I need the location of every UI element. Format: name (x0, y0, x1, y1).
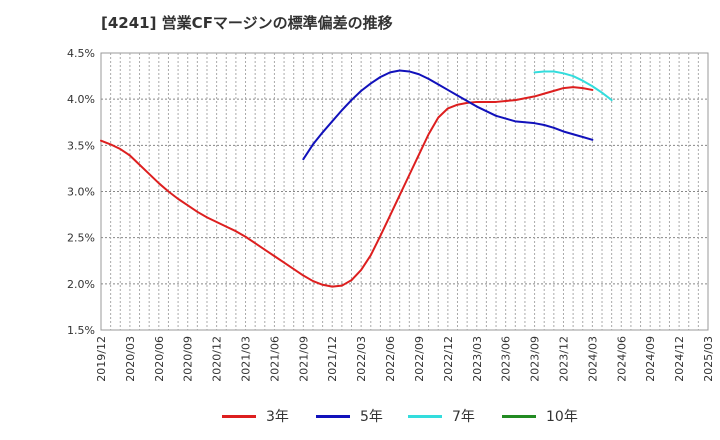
x-tick-label: 2023/09 (529, 336, 542, 382)
chart-title: [4241] 営業CFマージンの標準偏差の推移 (101, 14, 393, 32)
legend-swatch-5y (316, 414, 350, 418)
x-tick-label: 2022/03 (355, 336, 368, 382)
x-tick-label: 2021/03 (240, 336, 253, 382)
x-tick-label: 2020/06 (153, 336, 166, 382)
legend: 3年 5年 7年 10年 (0, 404, 720, 428)
x-tick-label: 2022/12 (442, 336, 455, 382)
x-tick-label: 2024/06 (615, 336, 628, 382)
plot-area (100, 52, 709, 331)
x-tick-label: 2023/06 (500, 336, 513, 382)
legend-item-10y: 10年 (502, 404, 578, 428)
legend-swatch-7y (408, 414, 442, 418)
y-tick-label: 2.0% (67, 278, 95, 291)
x-tick-label: 2024/09 (644, 336, 657, 382)
x-tick-label: 2022/09 (413, 336, 426, 382)
x-tick-label: 2019/12 (95, 336, 108, 382)
x-tick-label: 2020/12 (211, 336, 224, 382)
x-tick-label: 2024/03 (586, 336, 599, 382)
legend-label-3y: 3年 (266, 409, 289, 425)
x-tick-label: 2023/03 (471, 336, 484, 382)
x-tick-label: 2025/03 (702, 336, 715, 382)
x-tick-label: 2021/12 (326, 336, 339, 382)
legend-item-7y: 7年 (408, 404, 475, 428)
legend-item-5y: 5年 (316, 404, 383, 428)
series-lines (100, 69, 613, 288)
series-line (100, 86, 594, 288)
grid-lines (101, 53, 708, 330)
legend-label-5y: 5年 (360, 409, 383, 425)
y-axis-ticks: 1.5% 2.0% 2.5% 3.0% 3.5% 4.0% 4.5% (67, 47, 95, 337)
x-tick-label: 2020/09 (182, 336, 195, 382)
y-tick-label: 2.5% (67, 232, 95, 245)
legend-label-7y: 7年 (452, 409, 475, 425)
x-tick-label: 2021/09 (297, 336, 310, 382)
legend-swatch-3y (222, 414, 256, 418)
y-tick-label: 4.5% (67, 47, 95, 60)
legend-item-3y: 3年 (222, 404, 289, 428)
y-tick-label: 3.5% (67, 139, 95, 152)
legend-label-10y: 10年 (546, 409, 578, 425)
x-tick-label: 2021/06 (268, 336, 281, 382)
x-axis-ticks: 2019/12 2020/03 2020/06 2020/09 2020/12 2021/… (95, 336, 715, 382)
series-line (302, 69, 594, 161)
y-tick-label: 4.0% (67, 93, 95, 106)
x-tick-label: 2020/03 (124, 336, 137, 382)
x-tick-label: 2024/12 (673, 336, 686, 382)
y-tick-label: 3.0% (67, 186, 95, 199)
series-line (533, 70, 613, 102)
x-tick-label: 2022/06 (384, 336, 397, 382)
y-tick-label: 1.5% (67, 324, 95, 337)
legend-swatch-10y (502, 414, 536, 418)
x-tick-label: 2023/12 (557, 336, 570, 382)
